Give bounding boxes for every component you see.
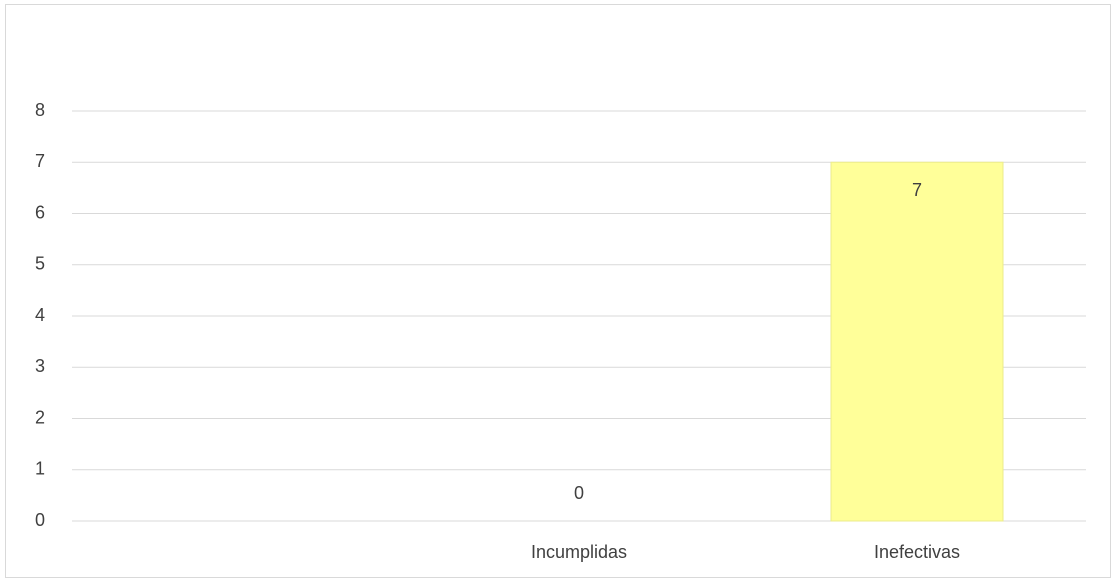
y-tick-label-4: 4 [35,305,45,325]
x-tick-label-inefectivas: Inefectivas [874,542,960,562]
y-tick-label-2: 2 [35,407,45,427]
x-axis-category-labels: Incumplidas Inefectivas [531,542,960,562]
y-tick-label-6: 6 [35,202,45,222]
y-tick-label-5: 5 [35,254,45,274]
y-tick-label-1: 1 [35,459,45,479]
y-tick-label-8: 8 [35,100,45,120]
x-tick-label-incumplidas: Incumplidas [531,542,627,562]
y-axis-tick-labels: 0 1 2 3 4 5 6 7 8 [35,100,45,530]
y-tick-label-7: 7 [35,151,45,171]
bar-inefectivas [830,161,1004,522]
data-label-inefectivas: 7 [912,180,922,200]
data-labels: 07 [574,180,922,503]
y-tick-label-0: 0 [35,510,45,530]
data-label-incumplidas: 0 [574,483,584,503]
bars [830,161,1004,522]
y-tick-label-3: 3 [35,356,45,376]
